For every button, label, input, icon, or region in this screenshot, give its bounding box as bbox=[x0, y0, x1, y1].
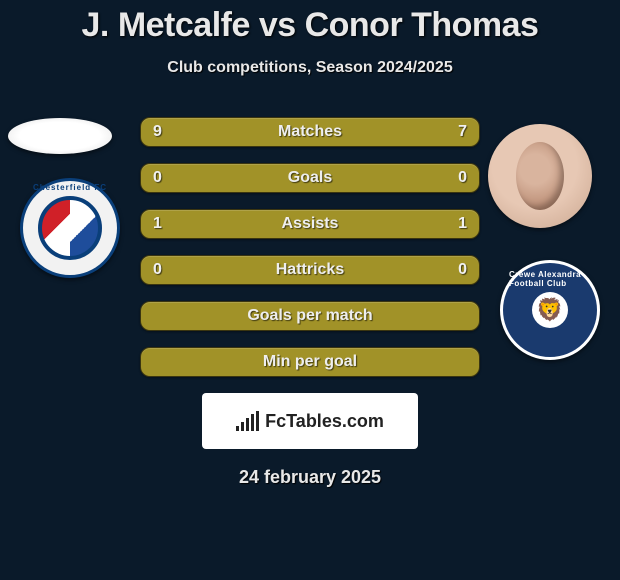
player-right-avatar bbox=[488, 124, 592, 228]
page-title: J. Metcalfe vs Conor Thomas bbox=[0, 0, 620, 45]
stat-label: Goals per match bbox=[247, 307, 372, 325]
subtitle: Club competitions, Season 2024/2025 bbox=[0, 59, 620, 77]
stat-row-goals: 0 Goals 0 bbox=[140, 163, 480, 193]
stat-row-min-per-goal: Min per goal bbox=[140, 347, 480, 377]
player-right-club-crest: Crewe Alexandra Football Club 🦁 bbox=[500, 260, 600, 360]
stat-left-value: 0 bbox=[153, 164, 162, 192]
stat-label: Assists bbox=[282, 215, 339, 233]
crest-right-text: Crewe Alexandra Football Club bbox=[509, 269, 591, 351]
crest-left-inner bbox=[38, 196, 102, 260]
stat-label: Goals bbox=[288, 169, 332, 187]
stat-row-assists: 1 Assists 1 bbox=[140, 209, 480, 239]
stat-row-matches: 9 Matches 7 bbox=[140, 117, 480, 147]
player-left-avatar bbox=[8, 118, 112, 154]
stat-row-hattricks: 0 Hattricks 0 bbox=[140, 255, 480, 285]
stat-left-value: 0 bbox=[153, 256, 162, 284]
stat-right-value: 1 bbox=[458, 210, 467, 238]
stat-left-value: 1 bbox=[153, 210, 162, 238]
player-left-club-crest: Chesterfield FC bbox=[20, 178, 120, 278]
bars-icon bbox=[236, 411, 261, 431]
stat-row-goals-per-match: Goals per match bbox=[140, 301, 480, 331]
attribution-badge: FcTables.com bbox=[202, 393, 418, 449]
stat-label: Matches bbox=[278, 123, 342, 141]
stat-right-value: 0 bbox=[458, 164, 467, 192]
stat-right-value: 0 bbox=[458, 256, 467, 284]
date-label: 24 february 2025 bbox=[0, 467, 620, 488]
stat-left-value: 9 bbox=[153, 118, 162, 146]
stat-label: Min per goal bbox=[263, 353, 357, 371]
stat-label: Hattricks bbox=[276, 261, 344, 279]
stat-right-value: 7 bbox=[458, 118, 467, 146]
attribution-text: FcTables.com bbox=[265, 411, 384, 432]
